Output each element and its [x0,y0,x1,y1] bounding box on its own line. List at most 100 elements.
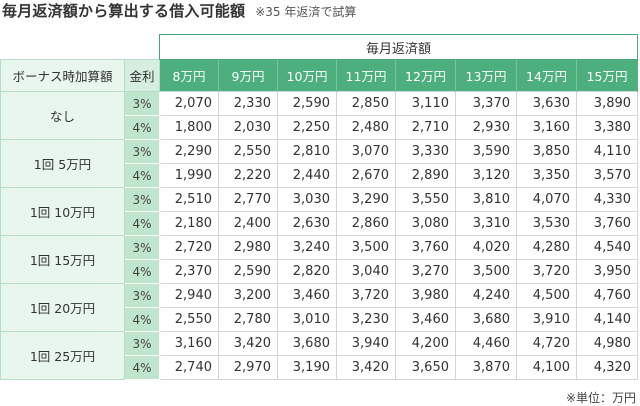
value-cell: 3,350 [516,163,577,188]
column-header: 8万円 [159,59,219,92]
value-cell: 2,850 [336,91,396,116]
value-cell: 4,100 [516,355,577,380]
value-cell: 3,720 [516,259,577,284]
rate-header: 金利 [124,59,160,92]
value-cell: 3,040 [336,259,396,284]
value-cell: 3,720 [336,283,396,308]
column-header: 10万円 [277,59,337,92]
rate-cell: 4% [124,163,160,188]
value-cell: 3,530 [516,211,577,236]
value-cell: 3,680 [277,331,337,356]
value-cell: 3,850 [516,139,577,164]
value-cell: 4,140 [575,307,639,332]
rate-cell: 4% [124,355,160,380]
loan-table: 毎月返済額 ボーナス時加算額 金利 8万円 9万円 10万円 11万円 12万円… [0,34,639,380]
bonus-label: 1回 5万円 [0,139,125,188]
value-cell: 3,890 [575,91,639,116]
value-cell: 2,290 [159,139,219,164]
value-cell: 3,550 [395,187,456,212]
value-cell: 4,330 [575,187,639,212]
table-row: 4% 1,990 2,220 2,440 2,670 2,890 3,120 3,350 3,5… [1,163,639,188]
value-cell: 2,630 [277,211,337,236]
value-cell: 3,080 [395,211,456,236]
value-cell: 4,020 [455,235,517,260]
value-cell: 4,500 [516,283,577,308]
value-cell: 4,070 [516,187,577,212]
value-cell: 2,590 [277,91,337,116]
value-cell: 3,160 [159,331,219,356]
value-cell: 4,540 [575,235,639,260]
value-cell: 3,070 [336,139,396,164]
value-cell: 2,370 [159,259,219,284]
value-cell: 2,890 [395,163,456,188]
rate-cell: 3% [124,91,160,116]
rate-cell: 3% [124,283,160,308]
table-row: 1回 15万円 3% 2,720 2,980 3,240 3,500 3,760 4,020 4… [0,235,639,284]
value-cell: 2,070 [159,91,219,116]
table-row: 4% 2,740 2,970 3,190 3,420 3,650 3,870 4,100 4,3… [1,355,639,380]
table-row: 4% 1,800 2,030 2,250 2,480 2,710 2,930 3,160 3,3… [1,115,639,140]
value-cell: 2,250 [277,115,337,140]
rate-cell: 4% [124,115,160,140]
empty-corner [124,34,160,60]
value-cell: 2,030 [218,115,278,140]
rate-cell: 3% [124,139,160,164]
value-cell: 2,590 [218,259,278,284]
value-cell: 2,970 [218,355,278,380]
assumption-note: ※35 年返済で試算 [255,5,357,19]
column-header: 12万円 [395,59,456,92]
value-cell: 4,460 [455,331,517,356]
value-cell: 2,550 [159,307,219,332]
column-header-row: ボーナス時加算額 金利 8万円 9万円 10万円 11万円 12万円 13万円 … [0,59,639,92]
value-cell: 3,330 [395,139,456,164]
table-row: 4% 2,180 2,400 2,630 2,860 3,080 3,310 3,530 3,7… [1,211,639,236]
value-cell: 2,740 [159,355,219,380]
value-cell: 2,550 [218,139,278,164]
bonus-header: ボーナス時加算額 [0,59,125,92]
value-cell: 2,980 [218,235,278,260]
value-cell: 3,380 [575,115,639,140]
bonus-label: 1回 10万円 [0,187,125,236]
value-cell: 2,480 [336,115,396,140]
value-cell: 2,330 [218,91,278,116]
value-cell: 3,420 [218,331,278,356]
title-row: 毎月返済額から算出する借入可能額 ※35 年返済で試算 [2,0,356,22]
rate-cell: 3% [124,187,160,212]
value-cell: 2,940 [159,283,219,308]
value-cell: 4,280 [516,235,577,260]
unit-note: ※単位：万円 [565,391,636,405]
value-cell: 3,870 [455,355,517,380]
value-cell: 3,680 [455,307,517,332]
bonus-label: なし [0,91,125,140]
value-cell: 3,760 [395,235,456,260]
table-row: 1回 25万円 3% 3,160 3,420 3,680 3,940 4,200 4,460 4… [0,331,639,380]
value-cell: 2,810 [277,139,337,164]
value-cell: 4,320 [575,355,639,380]
column-header: 13万円 [455,59,517,92]
value-cell: 3,290 [336,187,396,212]
monthly-payment-header: 毎月返済額 [158,34,639,60]
value-cell: 3,500 [336,235,396,260]
value-cell: 2,220 [218,163,278,188]
value-cell: 3,120 [455,163,517,188]
value-cell: 2,780 [218,307,278,332]
value-cell: 4,110 [575,139,639,164]
value-cell: 2,670 [336,163,396,188]
value-cell: 3,760 [575,211,639,236]
value-cell: 4,200 [395,331,456,356]
rate-cell: 4% [124,307,160,332]
column-header: 15万円 [576,59,639,92]
value-cell: 3,950 [575,259,639,284]
bonus-label: 1回 25万円 [0,331,125,380]
value-cell: 2,510 [159,187,219,212]
value-cell: 4,720 [516,331,577,356]
table-row: なし 3% 2,070 2,330 2,590 2,850 3,110 3,370 3,630 3… [0,91,639,140]
value-cell: 3,190 [277,355,337,380]
bonus-label: 1回 15万円 [0,235,125,284]
empty-corner [0,34,125,60]
value-cell: 2,710 [395,115,456,140]
value-cell: 3,310 [455,211,517,236]
rate-cell: 3% [124,235,160,260]
value-cell: 3,030 [277,187,337,212]
value-cell: 4,980 [575,331,639,356]
